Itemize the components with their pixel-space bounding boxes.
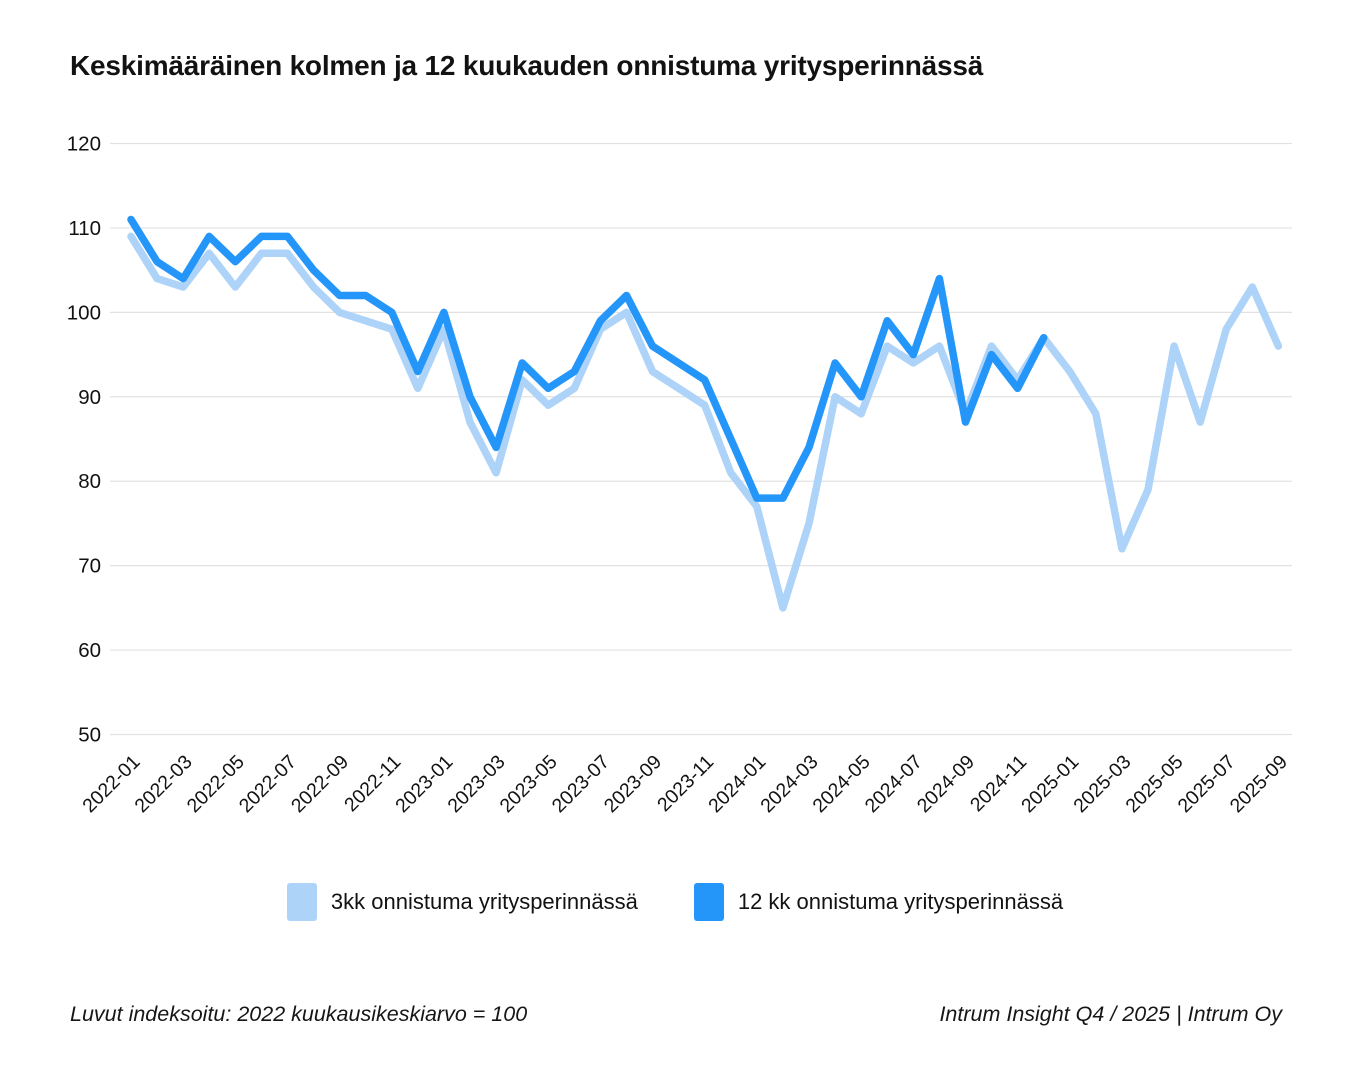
x-tick-label: 2023-09 (600, 751, 666, 817)
y-tick-label: 60 (78, 639, 101, 662)
x-tick-label: 2023-01 (391, 751, 457, 817)
source-credit: Intrum Insight Q4 / 2025 | Intrum Oy (939, 1002, 1282, 1026)
x-tick-label: 2023-05 (496, 751, 562, 817)
x-tick-label: 2022-07 (235, 751, 301, 817)
legend-label-12kk: 12 kk onnistuma yritysperinnässä (737, 889, 1064, 914)
x-tick-label: 2024-07 (861, 751, 927, 817)
legend-item-3kk: 3kk onnistuma yritysperinnässä (286, 883, 638, 921)
x-tick-label: 2025-01 (1017, 751, 1083, 817)
series-line-3kk (127, 232, 1283, 612)
x-tick-label: 2024-03 (756, 751, 822, 817)
legend-swatch-3kk-icon (286, 883, 317, 921)
x-tick-label: 2025-09 (1226, 751, 1292, 817)
footer: Luvut indeksoitu: 2022 kuukausikeskiarvo… (70, 1002, 1282, 1027)
x-tick-label: 2025-07 (1174, 751, 1240, 817)
y-tick-label: 50 (78, 724, 101, 747)
chart-title: Keskimääräinen kolmen ja 12 kuukauden on… (70, 50, 984, 81)
x-tick-label: 2024-01 (704, 751, 770, 817)
legend-label-3kk: 3kk onnistuma yritysperinnässä (330, 889, 638, 914)
x-tick-label: 2024-09 (913, 751, 979, 817)
x-tick-label: 2024-05 (809, 751, 875, 817)
x-tick-label: 2023-07 (548, 751, 614, 817)
footnote-index-note: Luvut indeksoitu: 2022 kuukausikeskiarvo… (70, 1002, 528, 1026)
y-tick-label: 80 (78, 470, 101, 493)
x-tick-label: 2022-01 (78, 751, 144, 817)
legend-item-12kk: 12 kk onnistuma yritysperinnässä (693, 883, 1064, 921)
y-tick-label: 100 (67, 301, 101, 324)
x-tick-label: 2022-09 (287, 751, 353, 817)
series-line-12kk (127, 215, 1048, 502)
x-tick-label: 2023-03 (443, 751, 509, 817)
x-tick-label: 2025-03 (1069, 751, 1135, 817)
legend-swatch-12kk-icon (693, 883, 724, 921)
x-tick-label: 2022-03 (131, 751, 197, 817)
x-tick-label: 2025-05 (1121, 751, 1187, 817)
y-tick-label: 70 (78, 555, 101, 578)
y-tick-label: 90 (78, 386, 101, 409)
x-tick-label: 2022-05 (183, 751, 249, 817)
legend: 3kk onnistuma yritysperinnässä 12 kk onn… (0, 883, 1350, 921)
y-tick-label: 120 (67, 133, 101, 156)
y-tick-label: 110 (68, 217, 101, 240)
